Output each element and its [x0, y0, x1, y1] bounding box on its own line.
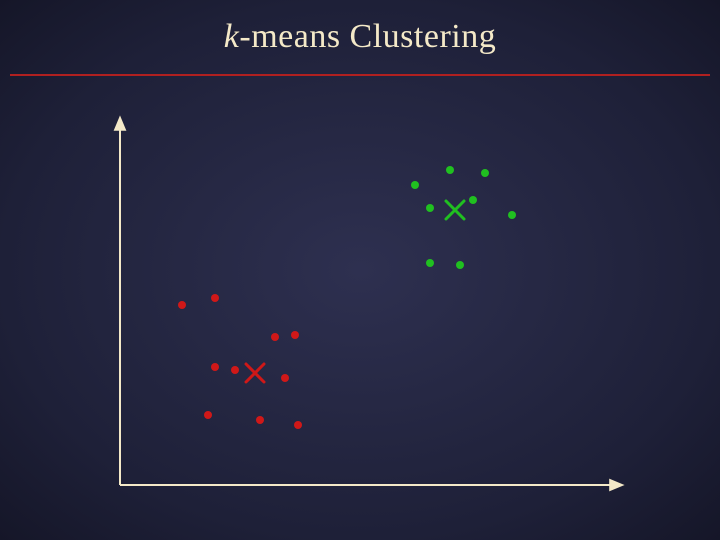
data-point — [271, 333, 279, 341]
data-point — [446, 166, 454, 174]
chart-svg — [110, 115, 630, 495]
data-point — [426, 204, 434, 212]
data-point — [281, 374, 289, 382]
data-point — [411, 181, 419, 189]
kmeans-scatter-chart — [110, 115, 630, 495]
data-point — [294, 421, 302, 429]
data-point — [231, 366, 239, 374]
data-point — [481, 169, 489, 177]
data-point — [256, 416, 264, 424]
title-underline — [10, 74, 710, 76]
title-k: k — [224, 18, 240, 55]
title-rest: -means Clustering — [239, 18, 496, 55]
data-point — [508, 211, 516, 219]
data-point — [211, 294, 219, 302]
data-point — [211, 363, 219, 371]
data-point — [469, 196, 477, 204]
slide-title: k-means Clustering — [0, 18, 720, 56]
data-point — [456, 261, 464, 269]
data-point — [178, 301, 186, 309]
data-point — [291, 331, 299, 339]
data-point — [426, 259, 434, 267]
data-point — [204, 411, 212, 419]
